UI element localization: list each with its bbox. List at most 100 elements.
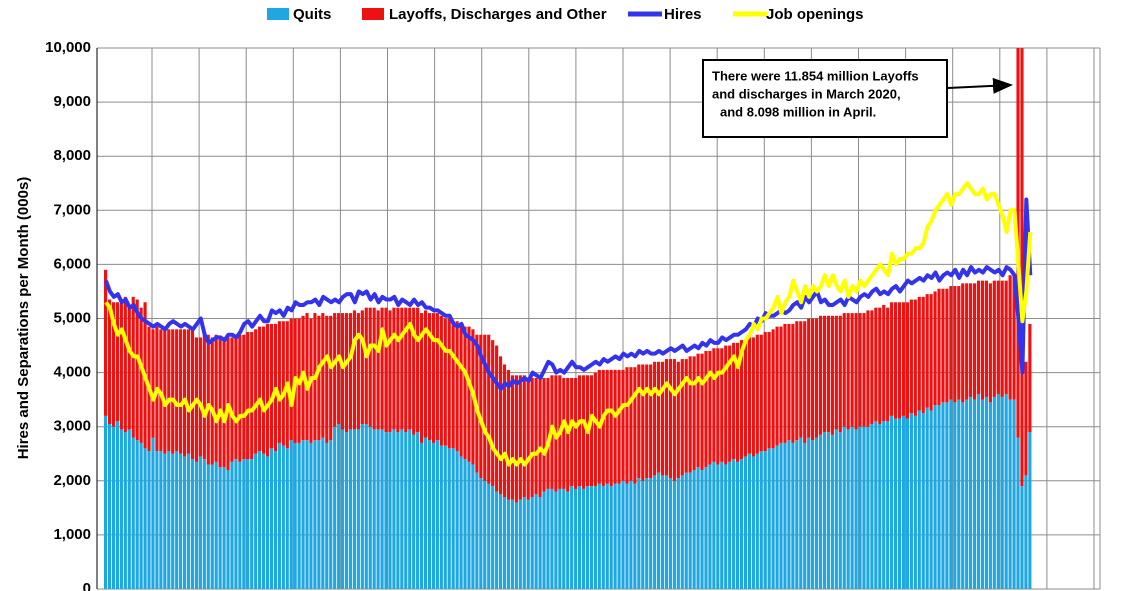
annotation-line: and 8.098 million in April. bbox=[720, 104, 876, 119]
bar bbox=[214, 461, 218, 589]
bar bbox=[502, 497, 507, 589]
bar bbox=[127, 429, 131, 589]
bar bbox=[1016, 437, 1020, 589]
bar bbox=[487, 334, 491, 484]
bar bbox=[846, 313, 850, 430]
bar bbox=[649, 364, 653, 479]
bar bbox=[653, 475, 657, 589]
bar bbox=[574, 488, 578, 589]
bar bbox=[427, 440, 432, 589]
bar bbox=[890, 302, 894, 416]
bar bbox=[621, 480, 625, 589]
bar bbox=[980, 280, 985, 400]
annotation-line: and discharges in March 2020, bbox=[712, 86, 901, 101]
bar bbox=[163, 329, 167, 454]
bar bbox=[368, 307, 372, 427]
bar bbox=[352, 310, 356, 430]
bar bbox=[941, 288, 945, 403]
bar bbox=[917, 410, 921, 589]
bar bbox=[886, 421, 890, 589]
bar bbox=[107, 423, 112, 589]
bar bbox=[1028, 323, 1032, 433]
bar bbox=[874, 307, 878, 422]
bar bbox=[672, 359, 676, 481]
bar bbox=[716, 348, 720, 465]
bar bbox=[680, 475, 684, 589]
bar bbox=[408, 307, 412, 430]
bar bbox=[657, 472, 661, 589]
bar bbox=[724, 464, 728, 589]
bar bbox=[179, 453, 183, 589]
bar bbox=[688, 472, 692, 589]
bar bbox=[423, 310, 428, 438]
bar bbox=[234, 459, 238, 589]
bar bbox=[696, 353, 700, 468]
bar bbox=[988, 283, 992, 403]
bar bbox=[439, 315, 443, 446]
bar bbox=[131, 296, 135, 438]
bar bbox=[384, 432, 388, 589]
bar bbox=[570, 486, 574, 589]
bar bbox=[866, 426, 870, 589]
bar bbox=[945, 288, 949, 403]
y-tick-label: 7,000 bbox=[53, 201, 91, 218]
bar bbox=[202, 459, 206, 589]
bar bbox=[151, 437, 155, 589]
bar bbox=[258, 451, 262, 589]
bar bbox=[491, 486, 495, 589]
bar bbox=[937, 288, 941, 406]
bar bbox=[633, 483, 637, 589]
bar bbox=[961, 283, 965, 403]
bar bbox=[435, 440, 439, 589]
bar bbox=[609, 486, 613, 589]
bar bbox=[218, 467, 222, 589]
bar bbox=[775, 326, 779, 446]
bar bbox=[621, 369, 625, 481]
bar bbox=[242, 334, 246, 460]
bar bbox=[728, 461, 732, 589]
y-tick-label: 5,000 bbox=[53, 309, 91, 326]
bar bbox=[787, 323, 791, 441]
y-tick-label: 6,000 bbox=[53, 255, 91, 272]
bar bbox=[538, 497, 542, 589]
bar bbox=[352, 429, 356, 589]
bar bbox=[542, 378, 546, 492]
bar bbox=[167, 451, 171, 589]
bar bbox=[815, 437, 819, 589]
bar bbox=[688, 356, 692, 473]
bar bbox=[198, 337, 202, 457]
bar bbox=[258, 326, 262, 452]
bar bbox=[368, 426, 372, 589]
bar bbox=[360, 310, 364, 424]
y-tick-label: 4,000 bbox=[53, 364, 91, 381]
bar bbox=[641, 364, 645, 481]
bar bbox=[483, 480, 487, 589]
bar bbox=[874, 421, 878, 589]
bar bbox=[917, 296, 921, 411]
bar bbox=[175, 451, 179, 589]
bar bbox=[767, 332, 771, 449]
bar bbox=[791, 442, 795, 589]
bar bbox=[431, 442, 435, 589]
bar bbox=[526, 499, 530, 589]
bar bbox=[965, 399, 969, 589]
bar bbox=[281, 445, 285, 589]
bar bbox=[984, 396, 988, 589]
bar bbox=[862, 426, 866, 589]
bar bbox=[305, 313, 309, 441]
bar bbox=[925, 407, 929, 589]
bar bbox=[578, 375, 582, 487]
bar bbox=[811, 440, 815, 589]
bar bbox=[186, 453, 191, 589]
bar bbox=[159, 329, 163, 452]
bar bbox=[771, 448, 775, 589]
bar bbox=[115, 302, 119, 422]
bar bbox=[499, 494, 503, 589]
bar bbox=[139, 442, 143, 589]
bar bbox=[396, 432, 400, 589]
bar bbox=[234, 334, 238, 460]
bar bbox=[388, 310, 392, 433]
bar bbox=[380, 307, 384, 430]
axes: 0 1,000 2,000 3,000 4,000 5,000 6,000 7,000 8,00… bbox=[45, 39, 1101, 591]
bar bbox=[581, 375, 586, 489]
